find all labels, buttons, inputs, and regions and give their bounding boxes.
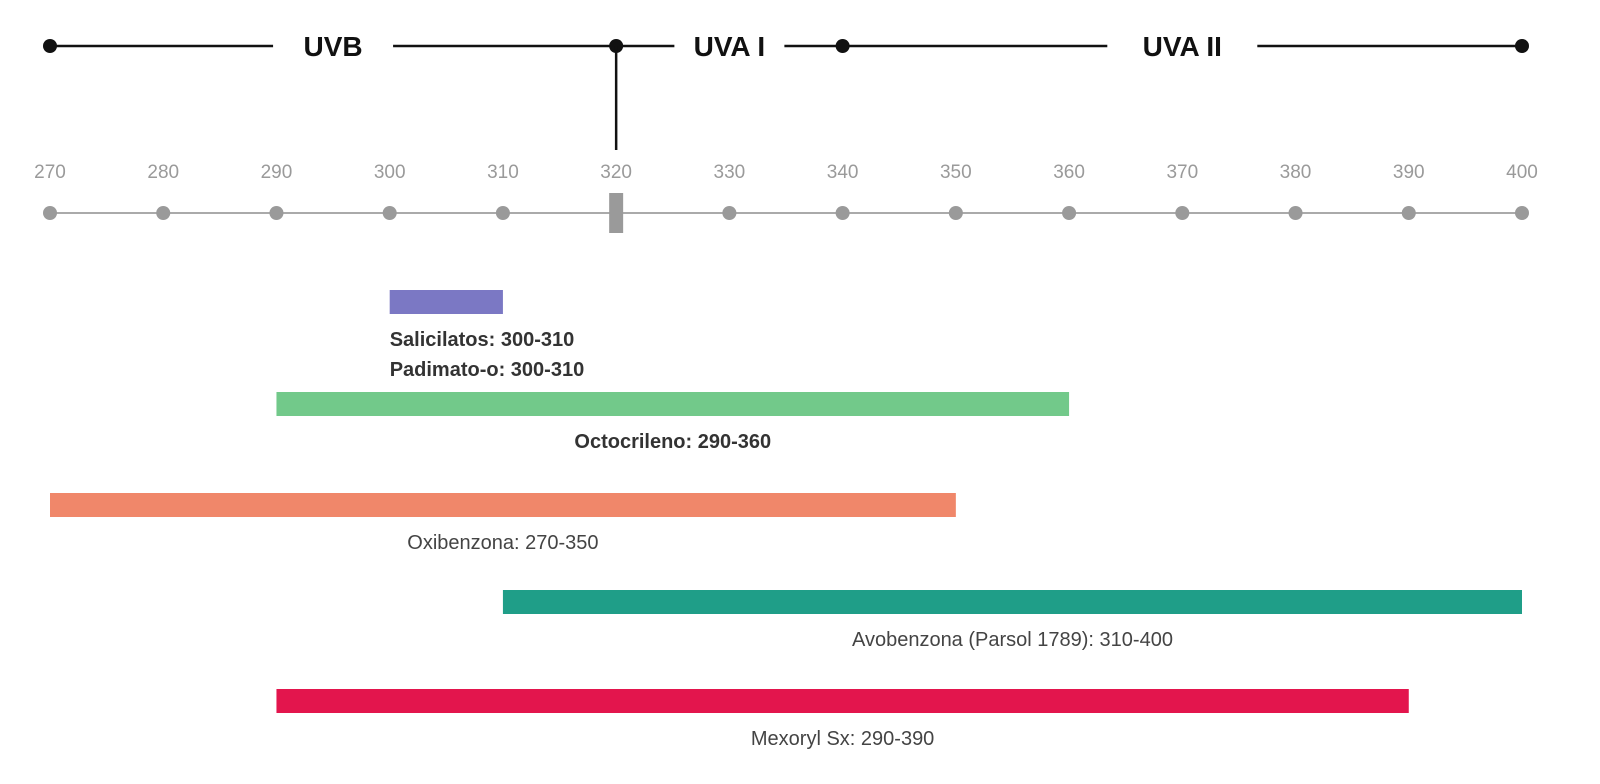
range-bar bbox=[276, 392, 1070, 416]
bar-label: Padimato-o: 300-310 bbox=[390, 359, 585, 381]
tick-label: 280 bbox=[147, 162, 179, 183]
axis-dot bbox=[382, 206, 397, 220]
tick-label: 290 bbox=[261, 162, 293, 183]
axis-marker bbox=[609, 193, 624, 233]
tick-label: 300 bbox=[374, 162, 406, 183]
axis-dot bbox=[43, 206, 57, 220]
bar-label: Oxibenzona: 270-350 bbox=[407, 532, 598, 554]
filter-bars: Salicilatos: 300-310 Padimato-o: 300-310 O… bbox=[50, 290, 1522, 750]
axis-dot bbox=[835, 206, 850, 220]
tick-label: 360 bbox=[1053, 162, 1085, 183]
tick-label: 340 bbox=[827, 162, 859, 183]
bar-label: Octocrileno: 290-360 bbox=[574, 431, 771, 453]
wavelength-axis: 270 280 290 300 310 320 330 340 350 360 370 380 390 4… bbox=[34, 162, 1538, 233]
tick-label: 270 bbox=[34, 162, 66, 183]
tick-label: 310 bbox=[487, 162, 519, 183]
axis-dot bbox=[495, 206, 510, 220]
band-endpoint-dot bbox=[1515, 39, 1529, 53]
axis-dot bbox=[156, 206, 171, 220]
band-endpoint-dot bbox=[43, 39, 57, 53]
range-bar bbox=[389, 290, 503, 314]
axis-dot bbox=[948, 206, 963, 220]
axis-dot bbox=[722, 206, 737, 220]
band-endpoint-dot bbox=[835, 39, 850, 53]
bar-label: Mexoryl Sx: 290-390 bbox=[751, 728, 934, 750]
uv-bands: UVB UVA I UVA II bbox=[43, 31, 1529, 150]
tick-label: 400 bbox=[1506, 162, 1538, 183]
band-label: UVA II bbox=[1143, 31, 1222, 62]
axis-dot bbox=[1288, 206, 1303, 220]
bar-label: Avobenzona (Parsol 1789): 310-400 bbox=[852, 629, 1173, 651]
tick-label: 350 bbox=[940, 162, 972, 183]
tick-label: 380 bbox=[1280, 162, 1312, 183]
axis-dot bbox=[1401, 206, 1416, 220]
range-bar bbox=[276, 689, 1409, 713]
tick-label: 330 bbox=[714, 162, 746, 183]
tick-label: 390 bbox=[1393, 162, 1425, 183]
range-bar bbox=[502, 590, 1522, 614]
axis-dot bbox=[1062, 206, 1077, 220]
bar-label: Salicilatos: 300-310 bbox=[390, 329, 575, 351]
band-label: UVB bbox=[304, 31, 363, 62]
range-bar bbox=[50, 493, 956, 517]
tick-label: 370 bbox=[1166, 162, 1198, 183]
axis-dot bbox=[1515, 206, 1529, 220]
tick-label: 320 bbox=[600, 162, 632, 183]
axis-dot bbox=[269, 206, 284, 220]
band-label: UVA I bbox=[694, 31, 766, 62]
axis-dot bbox=[1175, 206, 1190, 220]
